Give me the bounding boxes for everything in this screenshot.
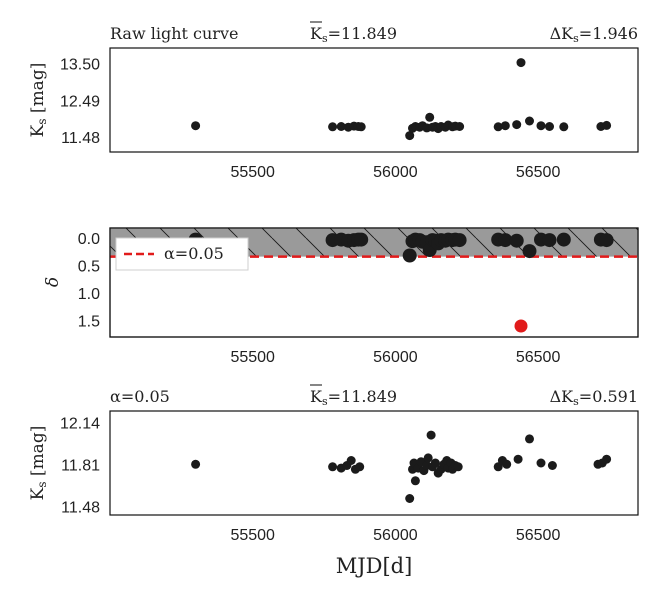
y-tick-label: 0.5 — [78, 259, 100, 276]
x-tick-label: 56000 — [373, 164, 418, 181]
panel2-frame-top — [109, 227, 639, 338]
data-point — [513, 454, 523, 464]
data-point — [556, 232, 571, 247]
data-point — [500, 121, 510, 131]
panel1-range-label: ΔKs=1.946 — [550, 24, 638, 45]
data-point — [191, 121, 201, 131]
data-point — [545, 122, 554, 131]
data-point — [542, 233, 557, 248]
y-tick-label: 11.81 — [61, 458, 100, 475]
x-tick-label: 56500 — [516, 527, 561, 544]
data-point — [336, 122, 346, 131]
panel1-y-ticks: 11.48 12.49 13.50 — [60, 56, 100, 147]
panel3-x-ticks: 55500 56000 56500 — [230, 527, 560, 544]
data-point — [493, 122, 503, 132]
x-tick-label: 56500 — [516, 164, 561, 181]
x-tick-label: 56000 — [373, 527, 418, 544]
x-tick-label: 56500 — [516, 349, 561, 366]
data-point — [355, 462, 365, 472]
data-point — [426, 430, 436, 440]
panel2-y-ticks: 0.0 0.5 1.0 1.5 — [78, 231, 100, 331]
data-point — [430, 458, 440, 468]
panel2-y-axis-label: δ — [43, 277, 63, 287]
data-point — [602, 454, 612, 464]
data-point — [525, 116, 534, 126]
y-tick-label: 1.0 — [78, 286, 100, 303]
data-point — [547, 461, 557, 470]
data-point — [346, 456, 356, 465]
data-point — [525, 434, 534, 444]
data-point — [512, 120, 522, 130]
panel3-alpha-label: α=0.05 — [110, 387, 170, 406]
data-point — [599, 233, 614, 248]
data-point — [356, 122, 366, 132]
data-point — [354, 232, 369, 247]
data-point — [522, 244, 537, 259]
x-tick-label: 55500 — [230, 164, 275, 181]
data-point — [559, 122, 569, 132]
panel2-points — [188, 232, 614, 333]
x-tick-label: 56000 — [373, 349, 418, 366]
panel1-points — [191, 58, 612, 141]
data-point — [455, 122, 465, 131]
panel2-x-ticks: 55500 56000 56500 — [230, 349, 560, 366]
data-point — [509, 233, 524, 248]
y-tick-label: 11.48 — [61, 499, 100, 516]
data-point — [602, 120, 612, 130]
panel1-x-ticks: 55500 56000 56500 — [230, 164, 560, 181]
panel-delta: 0.0 0.5 1.0 1.5 55500 56000 56500 α=0.05 δ — [43, 227, 639, 366]
y-tick-label: 11.48 — [61, 130, 100, 147]
data-point — [402, 248, 417, 263]
data-point — [536, 121, 546, 131]
data-point — [423, 453, 433, 463]
y-tick-label: 0.0 — [78, 231, 100, 248]
data-point — [405, 494, 415, 503]
data-point — [498, 233, 513, 248]
data-point — [516, 58, 526, 68]
panel3-mean-label: Ks=11.849 — [310, 387, 397, 408]
panel1-frame — [109, 47, 639, 153]
outlier-point — [514, 319, 528, 333]
panel1-mean-label: Ks=11.849 — [310, 24, 397, 45]
data-point — [425, 112, 435, 122]
panel3-y-axis-label: Ks [mag] — [28, 426, 49, 501]
panel3-points — [191, 430, 612, 503]
panel-clean-light-curve: α=0.05 Ks=11.849 ΔKs=0.591 11.48 11.81 12.… — [28, 384, 639, 578]
y-tick-label: 12.49 — [60, 93, 100, 110]
y-tick-label: 13.50 — [60, 56, 100, 73]
x-tick-label: 55500 — [230, 527, 275, 544]
panel1-title: Raw light curve — [110, 24, 238, 43]
panel1-y-axis-label: Ks [mag] — [28, 63, 49, 138]
data-point — [410, 476, 420, 486]
panel-raw-light-curve: Raw light curve Ks=11.849 ΔKs=1.946 11.4… — [28, 21, 639, 181]
data-point — [328, 462, 338, 472]
panel3-frame — [109, 410, 639, 516]
panel3-y-ticks: 11.48 11.81 12.14 — [60, 416, 100, 517]
data-point — [453, 462, 463, 472]
y-tick-label: 12.14 — [60, 416, 100, 433]
data-point — [191, 459, 201, 469]
panel3-range-label: ΔKs=0.591 — [550, 387, 638, 408]
x-tick-label: 55500 — [230, 349, 275, 366]
x-axis-label: MJD[d] — [336, 554, 413, 578]
legend-label: α=0.05 — [164, 244, 224, 263]
data-point — [405, 131, 415, 141]
data-point — [328, 122, 338, 132]
panel2-legend: α=0.05 — [115, 237, 249, 271]
data-point — [452, 233, 467, 248]
data-point — [502, 459, 512, 469]
y-tick-label: 1.5 — [78, 314, 100, 331]
data-point — [536, 458, 546, 468]
